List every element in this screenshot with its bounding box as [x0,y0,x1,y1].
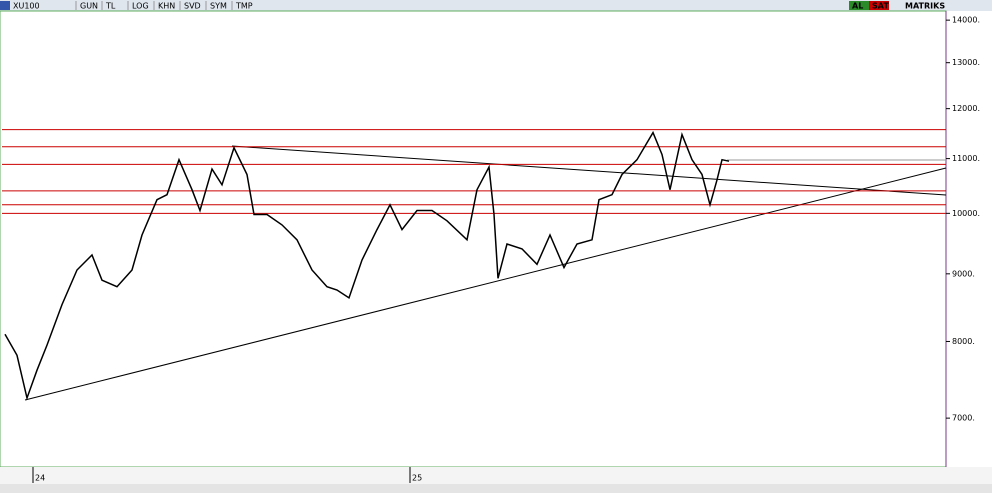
y-tick-label: 11000. [952,154,980,163]
plot-area [0,10,947,468]
toolbar [0,0,992,11]
y-tick-label: 12000. [952,104,980,113]
toolbar-button[interactable]: SYM [210,2,227,11]
y-tick-label: 14000. [952,16,980,25]
trade-button[interactable] [849,1,869,10]
scrollbar[interactable] [0,484,992,493]
trend-line [231,145,947,196]
y-tick-label: 8000. [952,337,975,346]
x-tick-label: 24 [35,474,45,483]
y-tick-label: 13000. [952,58,980,67]
trend-line [24,167,947,401]
symbol[interactable]: XU100 [13,2,40,11]
logo [0,1,10,10]
toolbar-button[interactable]: SAT [872,2,889,11]
y-tick-label: 7000. [952,414,975,423]
toolbar-button[interactable]: LOG [132,2,149,11]
toolbar-button[interactable]: TMP [235,2,253,11]
y-tick-label: 10000. [952,209,980,218]
toolbar-button[interactable]: GUN [80,2,98,11]
x-tick-label: 25 [412,474,422,483]
price-line [4,130,730,401]
toolbar-button[interactable]: TL [105,2,116,11]
toolbar-button[interactable]: KHN [158,2,175,11]
y-tick-label: 9000. [952,269,975,278]
toolbar-button[interactable]: SVD [184,2,201,11]
toolbar-button[interactable]: MATRIKS [905,2,945,11]
trade-button[interactable] [869,1,889,10]
toolbar-button[interactable]: AL [852,2,863,11]
